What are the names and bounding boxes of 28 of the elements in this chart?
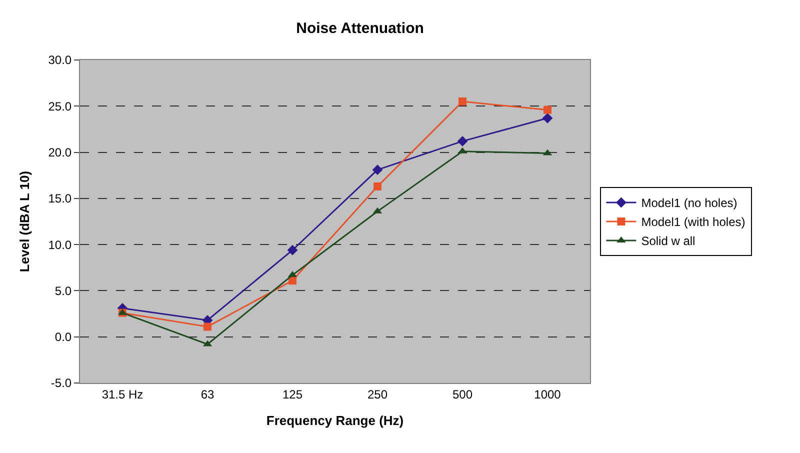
y-tick-label: 0.0 bbox=[54, 330, 72, 344]
y-tick-label: -5.0 bbox=[50, 376, 72, 390]
point bbox=[457, 136, 468, 146]
point bbox=[544, 106, 552, 114]
x-tick-label: 125 bbox=[282, 387, 303, 402]
x-axis-title: Frequency Range (Hz) bbox=[266, 413, 404, 428]
chart-title: Noise Attenuation bbox=[296, 20, 424, 38]
point bbox=[287, 244, 298, 256]
point bbox=[458, 98, 466, 106]
y-tick-label: 20.0 bbox=[48, 145, 72, 160]
x-tick-label: 63 bbox=[200, 387, 214, 402]
x-tick-label: 31.5 Hz bbox=[102, 387, 144, 402]
legend-label: Model1 (with holes) bbox=[641, 215, 746, 230]
legend-label: Solid w all bbox=[641, 234, 696, 248]
y-tick-label: 15.0 bbox=[48, 192, 72, 206]
y-tick-label: 30.0 bbox=[48, 53, 72, 68]
x-tick-label: 500 bbox=[452, 387, 473, 402]
point bbox=[372, 164, 383, 176]
legend-label: Model1 (no holes) bbox=[641, 196, 738, 210]
y-axis-title: Level (dBA L 10) bbox=[17, 170, 32, 272]
point bbox=[374, 182, 382, 190]
x-tick-label: 1000 bbox=[534, 387, 562, 402]
point bbox=[204, 322, 212, 331]
y-tick-label: 25.0 bbox=[48, 99, 72, 114]
y-tick-label: 5.0 bbox=[54, 284, 72, 298]
x-tick-label: 250 bbox=[367, 387, 388, 402]
point bbox=[542, 112, 553, 124]
y-tick-label: 10.0 bbox=[48, 238, 72, 252]
